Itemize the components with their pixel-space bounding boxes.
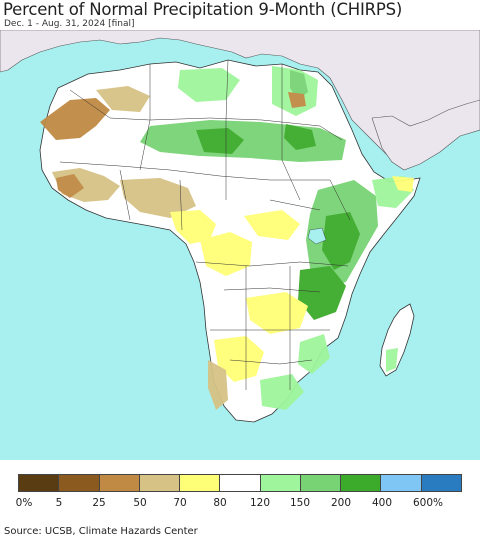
sahara-moist-patch bbox=[178, 68, 240, 102]
tanzania-very-wet-patch bbox=[298, 266, 346, 320]
south-africa-moist-patch bbox=[260, 374, 304, 410]
legend-tick-7: 150 bbox=[289, 497, 311, 509]
sahara-dry-patch-2 bbox=[96, 86, 150, 112]
legend-swatch-1 bbox=[59, 475, 100, 491]
mozambique-moist-patch bbox=[298, 334, 330, 374]
legend-tick-4: 70 bbox=[173, 497, 187, 509]
legend-tick-8: 200 bbox=[330, 497, 352, 509]
legend-swatch-2 bbox=[99, 475, 140, 491]
legend-color-bar bbox=[18, 474, 462, 492]
arabian-land bbox=[371, 99, 480, 171]
legend-tick-1: 5 bbox=[55, 497, 63, 509]
precipitation-patches bbox=[40, 66, 414, 410]
zambia-dry-patch bbox=[246, 292, 308, 334]
sahara-dry-patch bbox=[40, 98, 110, 140]
legend-tick-6: 120 bbox=[249, 497, 271, 509]
legend-tick-3: 50 bbox=[133, 497, 147, 509]
east-africa-very-wet-patch bbox=[322, 212, 360, 270]
map-subtitle: Dec. 1 - Aug. 31, 2024 [final] bbox=[4, 19, 135, 29]
legend-tick-10: 600% bbox=[412, 497, 444, 509]
sudan-very-wet-patch bbox=[284, 124, 316, 150]
legend-swatch-3 bbox=[139, 475, 181, 491]
horn-dry-patch bbox=[392, 176, 414, 192]
southern-africa-dry-patch bbox=[214, 336, 264, 382]
lake-victoria bbox=[307, 227, 327, 245]
legend-swatch-4 bbox=[180, 475, 221, 491]
legend-tick-9: 400 bbox=[371, 497, 393, 509]
legend-swatch-10 bbox=[421, 475, 461, 491]
nile-wet-patch bbox=[290, 70, 308, 100]
west-coast-dry-patch bbox=[120, 178, 196, 218]
legend-tick-5: 80 bbox=[213, 497, 227, 509]
legend-swatch-7 bbox=[300, 475, 342, 491]
west-africa-very-dry-patch bbox=[56, 174, 84, 198]
legend-swatch-9 bbox=[381, 475, 422, 491]
legend-swatch-0 bbox=[19, 475, 60, 491]
source-credit: Source: UCSB, Climate Hazards Center bbox=[4, 526, 198, 537]
legend-tick-0: 0% bbox=[15, 497, 33, 509]
country-borders bbox=[59, 59, 351, 390]
legend-swatch-8 bbox=[341, 475, 382, 491]
libya-dry-patch bbox=[288, 92, 306, 108]
precipitation-map bbox=[0, 30, 480, 460]
legend-tick-2: 25 bbox=[92, 497, 106, 509]
legend-swatch-6 bbox=[260, 475, 301, 491]
namibia-dry-patch bbox=[208, 360, 228, 410]
sahel-very-wet-patch bbox=[196, 128, 244, 154]
madagascar-moist-patch bbox=[386, 348, 398, 372]
central-africa-dry-patch bbox=[244, 210, 300, 240]
legend-swatch-5 bbox=[220, 475, 261, 491]
map-title: Percent of Normal Precipitation 9-Month … bbox=[3, 0, 403, 19]
